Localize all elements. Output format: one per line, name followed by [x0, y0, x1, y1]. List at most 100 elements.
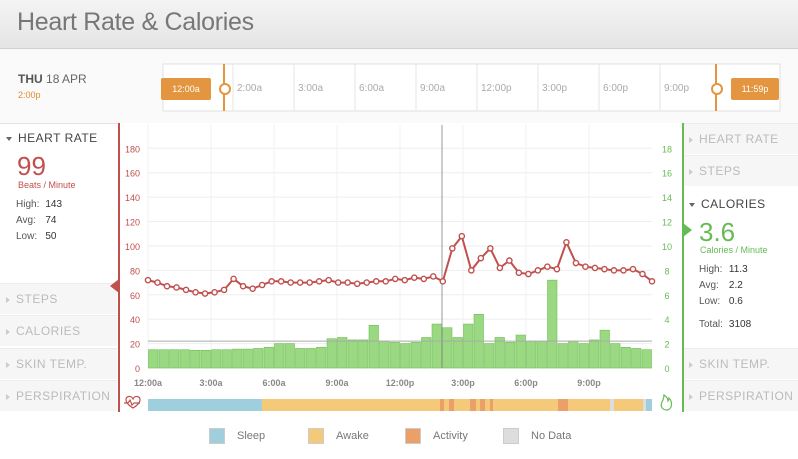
calorie-bar — [463, 323, 474, 369]
calorie-bar — [421, 337, 432, 369]
activity-strip-segment — [493, 399, 558, 411]
left-axis-tick-label: 160 — [125, 169, 140, 179]
steps-right-toggle[interactable]: STEPS — [683, 155, 798, 186]
heart-rate-right-toggle[interactable]: HEART RATE — [683, 123, 798, 154]
caret-right-icon — [6, 328, 10, 335]
calories-section-toggle[interactable]: CALORIES — [0, 315, 117, 346]
calorie-bar — [337, 337, 348, 369]
heart-rate-point — [182, 286, 190, 294]
activity-strip-segment — [440, 399, 444, 411]
right-axis-tick-label: 18 — [662, 144, 672, 154]
calorie-bar — [190, 350, 201, 369]
calorie-bar — [274, 343, 285, 369]
range-timeline[interactable] — [0, 0, 798, 123]
calories-section-toggle-right[interactable]: CALORIES — [689, 197, 766, 211]
timeline-tick-label: 3:00a — [298, 83, 324, 94]
calorie-bar — [568, 340, 579, 369]
calorie-bar — [431, 323, 442, 369]
heart-rate-point — [439, 278, 447, 285]
heart-rate-point — [429, 273, 437, 280]
heart-rate-point — [296, 279, 304, 286]
timeline-tick-label: 2:00a — [237, 83, 263, 94]
right-axis-tick-label: 0 — [664, 364, 669, 374]
calorie-bar — [169, 349, 180, 369]
caret-down-icon — [6, 136, 12, 141]
left-panel: HEART RATE 99 Beats / Minute High: 143 Av… — [0, 123, 117, 412]
heart-rate-point — [239, 282, 247, 290]
heart-rate-point — [249, 285, 256, 292]
x-axis-tick-label: 9:00p — [577, 378, 601, 388]
steps-section-toggle[interactable]: STEPS — [0, 283, 117, 314]
range-start-dot[interactable] — [219, 83, 231, 95]
skin-temp-right-toggle[interactable]: SKIN TEMP. — [683, 348, 798, 379]
x-axis-tick-label: 12:00a — [134, 378, 163, 388]
calorie-bar — [589, 339, 600, 369]
flame-icon — [660, 393, 673, 411]
heart-rate-point — [173, 284, 180, 291]
calorie-bar — [284, 343, 295, 369]
heart-rate-point — [306, 279, 313, 286]
calorie-bar — [547, 279, 558, 369]
caret-right-icon — [6, 361, 10, 368]
legend-item-awake: Awake — [308, 428, 369, 444]
calorie-bar — [442, 327, 453, 369]
heart-rate-point — [315, 278, 323, 285]
caret-right-icon — [689, 361, 693, 368]
heart-rate-point — [201, 290, 209, 297]
heart-rate-point — [506, 257, 513, 264]
caret-down-icon — [689, 202, 695, 207]
legend-item-no-data: No Data — [503, 428, 571, 444]
heart-rate-point — [601, 265, 608, 273]
heart-rate-section-toggle[interactable]: HEART RATE — [6, 131, 98, 145]
calorie-bar — [526, 340, 537, 369]
calories-unit: Calories / Minute — [700, 245, 768, 255]
heart-rate-point — [258, 281, 266, 289]
skin-temp-section-toggle[interactable]: SKIN TEMP. — [0, 348, 117, 379]
activity-strip-segment — [485, 399, 490, 411]
calorie-bar — [368, 324, 379, 369]
activity-strip-segment — [643, 399, 646, 411]
heart-rate-point — [420, 275, 428, 283]
heart-rate-point — [487, 245, 494, 252]
heart-rate-point — [325, 276, 332, 284]
calorie-bar — [578, 343, 589, 369]
range-start-handle[interactable]: 12:00a — [161, 78, 211, 100]
right-axis-tick-label: 6 — [664, 291, 669, 301]
calorie-bar — [536, 340, 547, 369]
right-axis-tick-label: 2 — [664, 340, 669, 350]
perspiration-right-toggle[interactable]: PERSPIRATION — [683, 380, 798, 411]
heart-rate-point — [230, 275, 237, 283]
heart-rate-point — [449, 245, 456, 252]
x-axis-tick-label: 12:00p — [386, 378, 415, 388]
range-end-handle[interactable]: 11:59p — [731, 78, 779, 100]
left-axis-tick-label: 40 — [130, 315, 140, 325]
heart-rate-point — [144, 276, 152, 284]
heart-rate-stats: High: 143 Avg: 74 Low: 50 — [16, 199, 63, 242]
right-panel: HEART RATE STEPS CALORIES 3.6 Calories /… — [683, 123, 798, 412]
calorie-bar — [505, 342, 516, 369]
x-axis-tick-label: 3:00a — [199, 378, 223, 388]
caret-right-icon — [6, 296, 10, 303]
activity-strip-segment — [470, 399, 476, 411]
calories-value: 3.6 — [699, 217, 736, 247]
caret-right-icon — [689, 168, 693, 175]
perspiration-section-toggle[interactable]: PERSPIRATION — [0, 380, 117, 411]
right-axis-tick-label: 12 — [662, 218, 672, 228]
heart-rate-point — [591, 264, 599, 272]
heart-rate-point — [629, 265, 637, 273]
heart-rate-point — [277, 278, 285, 285]
left-axis-tick-label: 100 — [125, 242, 140, 252]
activity-strip-segment — [454, 399, 470, 411]
calorie-bar — [358, 339, 369, 369]
left-axis-tick-label: 140 — [125, 193, 140, 203]
calorie-bar — [263, 346, 274, 369]
timeline-tick-label: 6:00a — [359, 83, 385, 94]
calorie-bar — [242, 348, 253, 369]
heart-rate-point — [620, 267, 627, 274]
calorie-bar — [494, 337, 505, 369]
calorie-bar — [211, 349, 222, 369]
legend-label: Sleep — [237, 429, 266, 442]
calorie-bar — [148, 349, 159, 369]
range-end-dot[interactable] — [711, 83, 723, 95]
